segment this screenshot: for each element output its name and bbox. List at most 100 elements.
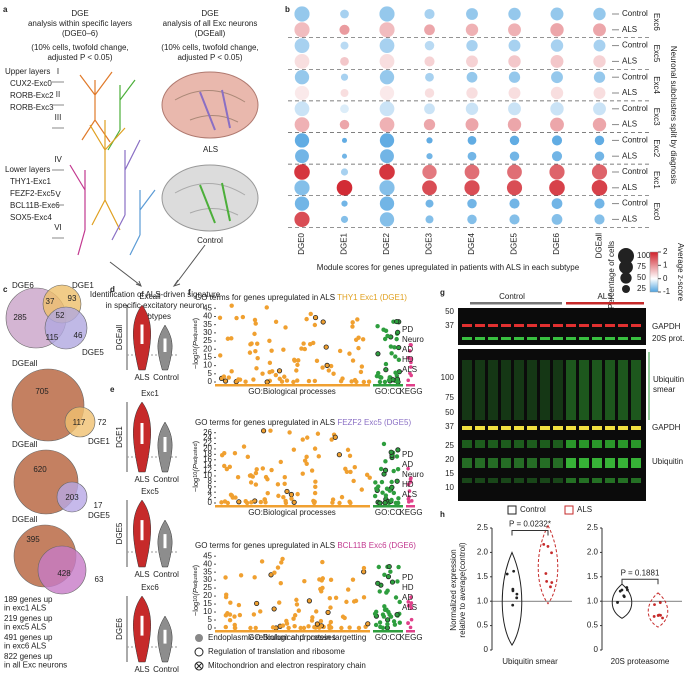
- module-dot: [593, 39, 606, 52]
- y-tick-label: 2.0: [477, 548, 489, 557]
- y-tick-label: 45: [203, 303, 212, 312]
- module-dot: [550, 39, 564, 52]
- sample-dot: [505, 572, 509, 576]
- go-term-dot: [394, 454, 400, 459]
- venn-count: 115: [46, 333, 59, 342]
- band-label: GAPDH: [652, 423, 681, 432]
- subtype: BCL11B-Exc6: [10, 201, 60, 210]
- venn-label: DGE6: [12, 281, 34, 290]
- band: [501, 458, 511, 468]
- go-term-dot: [278, 580, 283, 586]
- violin: [611, 583, 633, 619]
- go-term-dot: [279, 560, 284, 565]
- band: [618, 440, 628, 448]
- go-term-dot: [241, 444, 247, 449]
- go-term-dot: [352, 464, 357, 470]
- go-term-dot: [283, 500, 289, 506]
- go-term-dot: [281, 494, 286, 500]
- band: [566, 458, 576, 468]
- module-dot: [425, 72, 434, 82]
- go-term-dot: [379, 479, 385, 485]
- x-category-label: GO:Biological processes: [248, 633, 336, 642]
- module-dot: [467, 136, 477, 145]
- go-term-dot: [377, 620, 383, 625]
- go-term-dot: [382, 336, 388, 342]
- smear: [462, 360, 472, 420]
- go-term-dot: [253, 348, 258, 354]
- go-term-dot: [383, 459, 388, 464]
- go-term-dot: [340, 614, 346, 619]
- go-term-dot: [337, 500, 342, 506]
- go-term-dot: [282, 374, 287, 379]
- kegg-axis: [406, 384, 415, 387]
- go-term-dot: [295, 362, 300, 368]
- module-dot: [508, 87, 521, 99]
- go-term-dot: [338, 379, 344, 384]
- go-term-dot: [306, 378, 312, 384]
- y-label-part: ): [191, 317, 200, 320]
- band: [527, 337, 537, 340]
- module-dot: [379, 54, 395, 69]
- go-term-dot: [268, 572, 274, 578]
- y-label-part: ): [191, 440, 200, 443]
- y-tick-label: 40: [203, 312, 212, 321]
- go-term-dot: [406, 621, 410, 625]
- module-dot: [509, 214, 520, 225]
- go-term-dot: [320, 365, 325, 370]
- y-label-part: −log: [191, 602, 200, 616]
- go-term-dot: [228, 492, 234, 498]
- go-term-dot: [320, 559, 325, 565]
- band: [579, 458, 589, 468]
- go-term-dot: [315, 431, 321, 436]
- condition-label: Control: [622, 136, 648, 145]
- go-term-dot: [328, 363, 334, 369]
- band: [475, 458, 485, 468]
- go-term-dot: [302, 458, 308, 463]
- disease-label: AD: [402, 460, 413, 469]
- go-term-dot: [327, 625, 332, 631]
- go-term-dot: [355, 317, 360, 322]
- module-dot: [467, 214, 477, 225]
- band: [553, 440, 563, 448]
- module-dot: [424, 40, 435, 51]
- go-term-dot: [240, 314, 246, 320]
- y-tick-label: 22: [203, 439, 212, 448]
- go-term-dot: [386, 377, 392, 383]
- y-label-part: (P: [191, 341, 200, 349]
- heading: (DGE0–6): [62, 29, 98, 38]
- band: [527, 458, 537, 468]
- go-term-dot: [375, 580, 381, 586]
- disease-label: PD: [402, 450, 413, 459]
- band: [501, 478, 511, 483]
- kegg-axis: [406, 630, 415, 633]
- sample-dot: [511, 603, 515, 607]
- go-term-dot: [388, 569, 393, 574]
- venn-count: 17: [94, 501, 103, 510]
- go-term-dot: [291, 379, 296, 385]
- band: [605, 324, 615, 327]
- summary: 189 genes up: [4, 595, 53, 604]
- module-dot: [594, 151, 605, 161]
- y-tick-label: 30: [203, 575, 212, 584]
- x-category-label: KEGG: [399, 508, 422, 517]
- go-term-dot: [337, 348, 343, 354]
- go-term-dot: [289, 496, 294, 501]
- go-term-dot: [228, 600, 233, 605]
- module-dot: [466, 39, 478, 52]
- go-term-dot: [286, 625, 291, 631]
- go-term-dot: [275, 482, 281, 487]
- go-term-dot: [343, 466, 348, 472]
- venn-count: 63: [95, 575, 104, 584]
- violin: [537, 524, 559, 605]
- module-dot: [593, 55, 606, 68]
- band: [631, 426, 641, 430]
- y-label-part: −log: [191, 478, 200, 492]
- violin-box: [140, 615, 144, 636]
- module-dot: [340, 215, 349, 223]
- module-dot: [508, 39, 521, 52]
- layer-numeral: I: [57, 67, 59, 76]
- y-label-part: 10: [193, 349, 199, 355]
- module-dot: [379, 38, 395, 53]
- go-term-dot: [328, 619, 334, 625]
- panel-label: d: [110, 285, 115, 294]
